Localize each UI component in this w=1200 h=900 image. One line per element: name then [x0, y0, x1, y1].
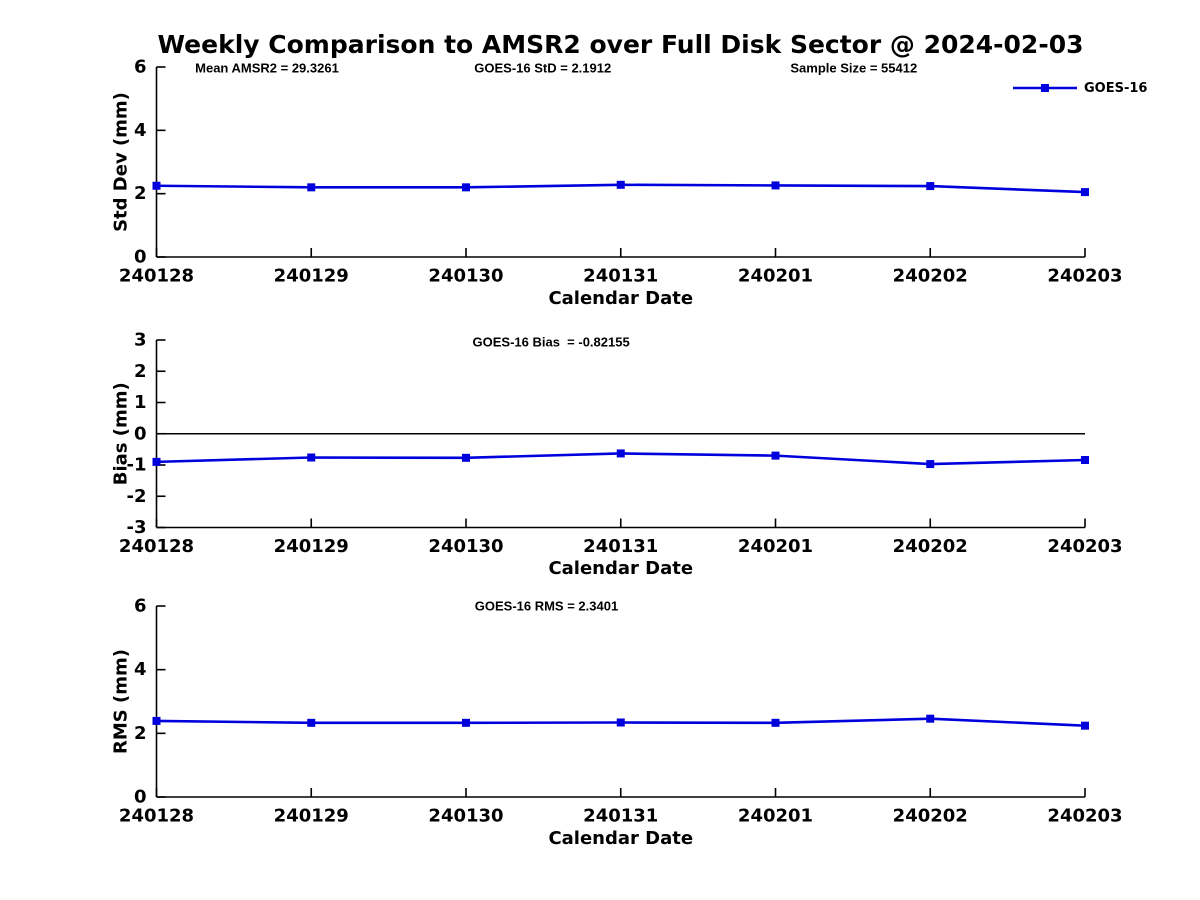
y-tick-label: 3	[134, 330, 147, 351]
data-point-marker	[462, 183, 470, 192]
data-point-marker	[616, 180, 625, 189]
x-tick-label: 240130	[428, 266, 503, 287]
x-tick-label: 240131	[583, 266, 658, 287]
data-point-marker	[152, 457, 161, 466]
data-point-marker	[616, 718, 625, 727]
annotation-text: Mean AMSR2 = 29.3261	[195, 61, 339, 76]
y-axis-title: Bias (mm)	[111, 382, 132, 485]
data-point-marker	[926, 714, 935, 723]
x-tick-label: 240203	[1047, 806, 1122, 827]
y-tick-label: 2	[134, 361, 147, 382]
x-axis-title: Calendar Date	[548, 288, 693, 309]
x-tick-label: 240128	[119, 806, 194, 827]
data-point-marker	[307, 453, 316, 462]
annotation-text: GOES-16 Bias = -0.82155	[473, 335, 630, 350]
data-point-marker	[152, 181, 161, 190]
data-point-marker	[462, 718, 470, 727]
y-tick-label: 2	[134, 183, 147, 204]
x-tick-label: 240129	[274, 536, 349, 557]
x-tick-label: 240129	[274, 806, 349, 827]
annotation-text: GOES-16 StD = 2.1912	[474, 61, 611, 76]
chart-rms: 0 2 4 6 240128 240129 240130 240131 240201 240202…	[111, 596, 1123, 850]
data-point-marker	[307, 718, 316, 727]
x-axis-title: Calendar Date	[548, 558, 693, 579]
y-tick-label: 4	[134, 659, 147, 680]
x-tick-label: 240202	[893, 806, 968, 827]
x-tick-label: 240203	[1047, 266, 1122, 287]
x-tick-label: 240201	[738, 536, 813, 557]
data-point-marker	[152, 716, 161, 725]
x-tick-label: 240202	[893, 536, 968, 557]
y-tick-label: -1	[127, 455, 147, 476]
data-point-marker	[1081, 188, 1089, 197]
legend-line-marker-icon	[1013, 84, 1077, 92]
y-tick-label: -3	[127, 517, 147, 538]
y-axis-title: RMS (mm)	[111, 649, 132, 754]
x-tick-label: 240131	[583, 536, 658, 557]
data-point-marker	[771, 718, 780, 727]
data-point-marker	[1081, 721, 1089, 730]
data-point-marker	[926, 182, 935, 191]
data-point-marker	[771, 181, 780, 190]
x-tick-label: 240130	[428, 536, 503, 557]
y-tick-label: -2	[127, 486, 147, 507]
y-tick-label: 6	[134, 57, 147, 78]
y-tick-label: 6	[134, 596, 147, 617]
y-tick-label: 2	[134, 723, 147, 744]
x-tick-label: 240129	[274, 266, 349, 287]
x-tick-label: 240128	[119, 266, 194, 287]
figure-title: Weekly Comparison to AMSR2 over Full Dis…	[157, 30, 1084, 59]
y-tick-label: 0	[134, 247, 147, 268]
chart-std-dev: 0 2 4 6 240128 240129 240130 240131 240201 240202…	[111, 57, 1123, 310]
x-tick-label: 240128	[119, 536, 194, 557]
y-tick-label: 0	[134, 787, 147, 808]
annotation-text: Sample Size = 55412	[790, 61, 917, 76]
y-tick-label: 0	[134, 423, 147, 444]
data-point-marker	[307, 183, 316, 192]
data-point-marker	[616, 449, 625, 458]
data-point-marker	[771, 451, 780, 460]
x-tick-label: 240130	[428, 806, 503, 827]
y-tick-label: 4	[134, 120, 147, 141]
data-point-marker	[1081, 456, 1089, 464]
x-tick-label: 240202	[893, 266, 968, 287]
chart-bias: -3 -2 -1 0 1 2 3 240128 240129 240130 240131 240201…	[111, 330, 1123, 580]
x-tick-label: 240201	[738, 266, 813, 287]
y-axis-title: Std Dev (mm)	[111, 92, 132, 232]
x-tick-label: 240131	[583, 806, 658, 827]
annotation-text: GOES-16 RMS = 2.3401	[475, 599, 618, 614]
data-point-marker	[926, 460, 935, 469]
legend: GOES-16	[1012, 80, 1147, 96]
x-axis-title: Calendar Date	[548, 828, 693, 849]
y-tick-label: 1	[134, 392, 147, 413]
data-point-marker	[462, 453, 470, 462]
legend-label: GOES-16	[1084, 80, 1148, 96]
x-tick-label: 240203	[1047, 536, 1122, 557]
x-tick-label: 240201	[738, 806, 813, 827]
